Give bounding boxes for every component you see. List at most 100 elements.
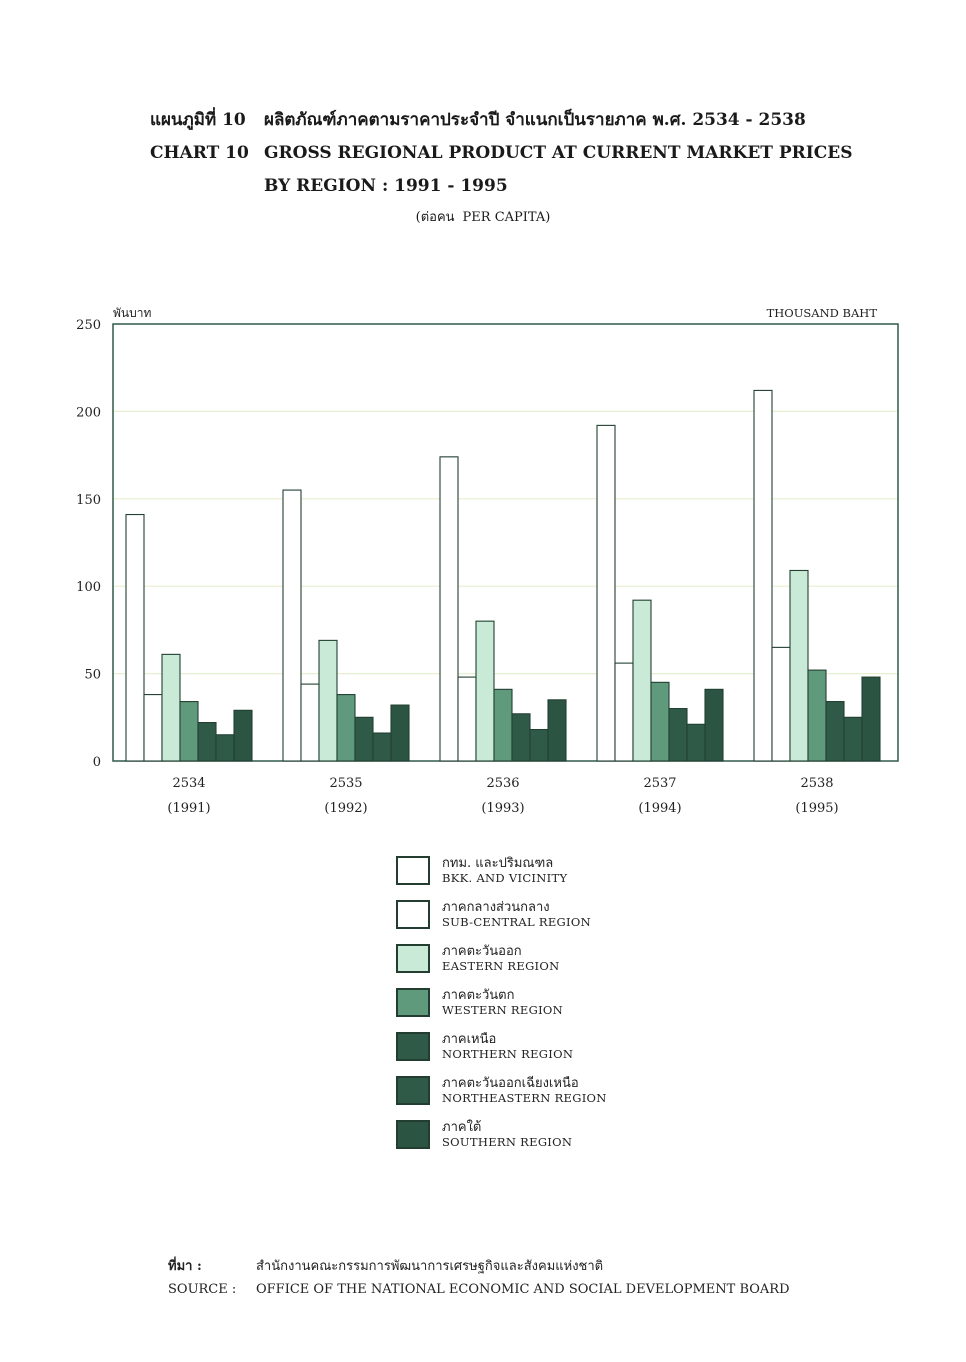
x-tick-label: 2534	[172, 776, 205, 791]
unit-subtitle: (ต่อคน PER CAPITA)	[0, 206, 966, 227]
legend-swatch	[396, 1120, 430, 1149]
bar	[493, 688, 513, 762]
y-tick-label: 200	[76, 405, 101, 420]
x-tick-label: 2536	[486, 776, 519, 791]
legend-label-english: BKK. AND VICINITY	[442, 871, 568, 885]
bar	[354, 716, 374, 762]
title-english-label: CHART 10	[150, 143, 249, 163]
legend-swatch	[396, 856, 430, 885]
bar	[282, 489, 302, 762]
x-tick-sublabel: (1991)	[167, 801, 210, 816]
legend-label-thai: ภาคเหนือ	[442, 1032, 497, 1047]
bar	[439, 456, 459, 762]
title-thai: แผนภูมิที่ 10 ผลิตภัณฑ์ภาคตามราคาประจำปี …	[150, 104, 910, 137]
bar	[650, 681, 670, 762]
legend-label-english: SOUTHERN REGION	[442, 1135, 573, 1149]
bar	[861, 676, 881, 762]
bar	[668, 708, 688, 762]
legend-swatch	[396, 900, 430, 929]
bar	[143, 694, 163, 762]
legend-label-english: WESTERN REGION	[442, 1003, 564, 1017]
x-tick-sublabel: (1994)	[638, 801, 681, 816]
legend-label-thai: ภาคใต้	[442, 1120, 482, 1135]
chart-title: แผนภูมิที่ 10 ผลิตภัณฑ์ภาคตามราคาประจำปี …	[150, 104, 910, 203]
legend-entry: ภาคกลางส่วนกลาง SUB-CENTRAL REGION	[396, 894, 756, 938]
legend-swatch	[396, 1076, 430, 1105]
unit-thai: (ต่อคน	[415, 210, 455, 225]
bar	[632, 599, 652, 762]
source-note: ที่มา : สำนักงานคณะกรรมการพัฒนาการเศรษฐกิ…	[168, 1255, 790, 1309]
x-tick-sublabel: (1992)	[324, 801, 367, 816]
bar	[547, 699, 567, 762]
title-english-text: GROSS REGIONAL PRODUCT AT CURRENT MARKET…	[264, 143, 853, 163]
source-english-key: SOURCE :	[168, 1282, 237, 1297]
y-tick-label: 100	[76, 580, 101, 595]
x-tick-sublabel: (1993)	[481, 801, 524, 816]
legend-swatch	[396, 944, 430, 973]
legend-entry: ภาคตะวันออกเฉียงเหนือ NORTHEASTERN REGION	[396, 1070, 756, 1114]
unit-english: PER CAPITA)	[462, 210, 551, 225]
bar	[372, 732, 392, 762]
y-tick-label: 0	[93, 755, 101, 770]
bar	[125, 513, 145, 762]
bar	[614, 662, 634, 762]
legend-entry: ภาคตะวันออก EASTERN REGION	[396, 938, 756, 982]
legend-label-english: NORTHEASTERN REGION	[442, 1091, 607, 1105]
legend-label-thai: ภาคตะวันออก	[442, 944, 522, 959]
bar	[390, 704, 410, 762]
legend-label-english: SUB-CENTRAL REGION	[442, 915, 591, 929]
legend-swatch	[396, 988, 430, 1017]
y-tick-label: 250	[76, 318, 101, 333]
source-thai-key: ที่มา :	[168, 1259, 202, 1274]
legend-label-thai: ภาคกลางส่วนกลาง	[442, 900, 550, 915]
bar	[300, 683, 320, 762]
source-english: SOURCE : OFFICE OF THE NATIONAL ECONOMIC …	[168, 1282, 790, 1309]
legend-label-thai: กทม. และปริมณฑล	[442, 856, 554, 871]
bar	[179, 701, 199, 762]
legend-entry: ภาคเหนือ NORTHERN REGION	[396, 1026, 756, 1070]
bar	[475, 620, 495, 762]
bar	[843, 716, 863, 762]
legend-label-thai: ภาคตะวันออกเฉียงเหนือ	[442, 1076, 579, 1091]
legend-entry: ภาคตะวันตก WESTERN REGION	[396, 982, 756, 1026]
title-english: CHART 10 GROSS REGIONAL PRODUCT AT CURREN…	[150, 137, 910, 170]
bar	[215, 734, 235, 762]
source-thai-text: สำนักงานคณะกรรมการพัฒนาการเศรษฐกิจและสัง…	[256, 1259, 604, 1274]
bar	[457, 676, 477, 762]
bar	[596, 424, 616, 762]
legend-swatch	[396, 1032, 430, 1061]
x-tick-label: 2538	[800, 776, 833, 791]
y-axis-label-thai: พันบาท	[113, 306, 151, 320]
legend-entry: ภาคใต้ SOUTHERN REGION	[396, 1114, 756, 1158]
title-english-line2: BY REGION : 1991 - 1995	[264, 176, 508, 196]
bar	[825, 701, 845, 762]
bar	[529, 728, 549, 762]
bar	[336, 694, 356, 762]
legend-label-english: EASTERN REGION	[442, 959, 560, 973]
x-tick-sublabel: (1995)	[795, 801, 838, 816]
source-thai: ที่มา : สำนักงานคณะกรรมการพัฒนาการเศรษฐกิ…	[168, 1255, 790, 1282]
title-thai-text: ผลิตภัณฑ์ภาคตามราคาประจำปี จำแนกเป็นรายภ…	[264, 110, 806, 130]
bar	[704, 688, 724, 762]
y-tick-label: 50	[84, 668, 101, 683]
legend-label-thai: ภาคตะวันตก	[442, 988, 515, 1003]
bar-chart: 0 50 100 150 200 250 พันบาท THOUSAND BAHT 2534 (1…	[76, 306, 899, 816]
bar	[233, 709, 253, 762]
y-axis-label-english: THOUSAND BAHT	[767, 306, 878, 320]
x-tick-label: 2537	[643, 776, 676, 791]
bar	[753, 389, 773, 762]
bar	[771, 646, 791, 762]
title-thai-label: แผนภูมิที่ 10	[150, 110, 246, 130]
legend-entry: กทม. และปริมณฑล BKK. AND VICINITY	[396, 850, 756, 894]
bar	[686, 723, 706, 762]
x-tick-label: 2535	[329, 776, 362, 791]
bar	[789, 569, 809, 762]
legend: กทม. และปริมณฑล BKK. AND VICINITY ภาคกลางส…	[396, 850, 756, 1158]
y-tick-label: 150	[76, 493, 101, 508]
source-english-text: OFFICE OF THE NATIONAL ECONOMIC AND SOCI…	[256, 1282, 790, 1297]
bar	[161, 653, 181, 762]
legend-label-english: NORTHERN REGION	[442, 1047, 574, 1061]
bar	[807, 669, 827, 762]
bar	[197, 721, 217, 762]
bar	[318, 639, 338, 762]
